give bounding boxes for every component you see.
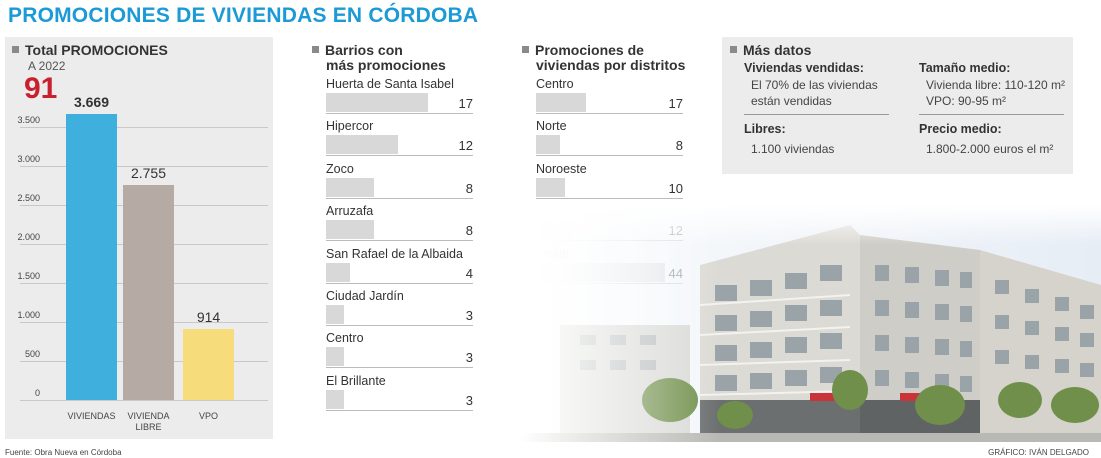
hbar: [326, 177, 374, 197]
mas-datos-heading: Más datos: [730, 43, 811, 58]
y-tick-label: 0: [34, 388, 40, 398]
hbar: [536, 93, 586, 112]
gridline: [20, 127, 268, 128]
distritos-heading-line1: Promociones de: [535, 42, 644, 58]
row-value: 12: [458, 138, 473, 154]
bar-value-label: 2.755: [130, 165, 167, 182]
bar-viviendas: [66, 113, 117, 400]
source-note: Fuente: Obra Nueva en Córdoba: [5, 448, 122, 457]
distritos-heading-line2: viviendas por distritos: [536, 57, 686, 73]
y-tick-label: 2.500: [17, 193, 40, 203]
row-value: 10: [668, 180, 683, 196]
bar-value-label: 914: [196, 308, 221, 325]
mas-datos-panel: [722, 37, 1073, 174]
category-label: VIVIENDA LIBRE: [127, 411, 170, 432]
vendidas-text-2: están vendidas: [751, 94, 832, 108]
total-value: 91: [24, 72, 58, 105]
row-value: 3: [465, 308, 473, 323]
row-label: Centro: [536, 77, 574, 91]
barrios-heading: Barrios con: [312, 43, 403, 58]
credit-note: GRÁFICO: IVÁN DELGADO: [988, 448, 1089, 457]
row-divider: [326, 282, 473, 284]
total-subheading: A 2022: [28, 59, 66, 73]
row-label: Arruzafa: [326, 204, 374, 219]
tamano-text-2: VPO: 90-95 m²: [926, 94, 1007, 108]
divider: [919, 114, 1064, 115]
hbar: [326, 135, 398, 155]
row-label: Centro: [326, 331, 364, 346]
page-title: PROMOCIONES DE VIVIENDAS EN CÓRDOBA: [8, 4, 479, 27]
row-label: San Rafael de la Albaida: [326, 246, 463, 261]
row-value: 8: [675, 138, 683, 154]
category-label: VIVIENDAS: [67, 411, 116, 421]
category-label: VPO: [198, 411, 218, 421]
gridline: [20, 400, 268, 401]
y-tick-label: 3.500: [17, 115, 40, 125]
vendidas-text-1: El 70% de las viviendas: [751, 78, 878, 92]
row-value: 17: [668, 96, 683, 111]
hbar: [326, 305, 344, 324]
y-tick-label: 1.000: [17, 310, 40, 320]
mas-datos-title: Más datos: [743, 42, 812, 58]
distritos-heading: Promociones de: [522, 43, 644, 58]
row-value: 4: [465, 265, 473, 281]
row-label: Huerta de Santa Isabel: [326, 77, 454, 91]
row-label: Norte: [536, 119, 567, 134]
y-tick-label: 1.500: [17, 271, 40, 281]
hbar: [326, 347, 344, 367]
total-heading: Total PROMOCIONES: [12, 43, 168, 58]
hbar: [326, 389, 344, 409]
precio-heading: Precio medio:: [919, 122, 1002, 136]
section-marker-icon: [12, 45, 19, 53]
divider: [744, 114, 889, 115]
gridline: [20, 166, 268, 167]
row-value: 17: [458, 96, 473, 111]
row-divider: [326, 367, 473, 369]
row-divider: [326, 113, 473, 114]
total-bar-chart: 0 500 1.000 1.500 2.000 2.500 3.000 3.500 3.669 V…: [0, 0, 280, 445]
hbar: [536, 177, 566, 197]
hbar: [326, 93, 428, 112]
section-marker-icon: [312, 45, 319, 53]
row-divider: [536, 113, 683, 114]
libres-heading: Libres:: [744, 122, 786, 136]
y-tick-label: 2.000: [17, 232, 40, 242]
tamano-text-1: Vivienda libre: 110-120 m²: [926, 78, 1065, 92]
barrios-heading-line2: más promociones: [326, 57, 446, 73]
bar-vivienda-libre: [123, 185, 174, 400]
row-divider: [326, 325, 473, 326]
row-label: Ciudad Jardín: [326, 289, 404, 303]
hbar: [326, 220, 374, 240]
precio-text: 1.800-2.000 euros el m²: [926, 142, 1054, 156]
vendidas-heading: Viviendas vendidas:: [744, 61, 864, 75]
row-divider: [326, 155, 473, 157]
y-tick-label: 3.000: [17, 154, 40, 164]
building-photo: [520, 205, 1101, 442]
libres-text: 1.100 viviendas: [751, 142, 835, 156]
bar-value-label: 3.669: [73, 93, 110, 110]
barrios-heading-line1: Barrios con: [325, 42, 403, 58]
row-value: 8: [465, 223, 473, 239]
row-label: Hipercor: [326, 119, 374, 134]
row-value: 8: [465, 180, 473, 196]
hbar: [536, 135, 560, 155]
row-divider: [326, 197, 473, 199]
bar-vpo: [183, 328, 234, 400]
row-divider: [536, 155, 683, 157]
hbar: [326, 262, 350, 282]
row-divider: [536, 197, 683, 199]
building-illustration: [520, 205, 1101, 442]
row-value: 3: [465, 392, 473, 408]
row-divider: [326, 240, 473, 242]
row-label: El Brillante: [326, 373, 386, 388]
y-tick-label: 500: [24, 349, 40, 359]
tamano-heading: Tamaño medio:: [919, 61, 1011, 75]
row-value: 3: [465, 350, 473, 366]
row-divider: [326, 409, 473, 411]
row-label: Zoco: [326, 161, 354, 176]
row-label: Noroeste: [536, 161, 587, 176]
section-marker-icon: [730, 45, 737, 53]
total-heading-text: Total PROMOCIONES: [25, 42, 168, 58]
section-marker-icon: [522, 45, 529, 53]
